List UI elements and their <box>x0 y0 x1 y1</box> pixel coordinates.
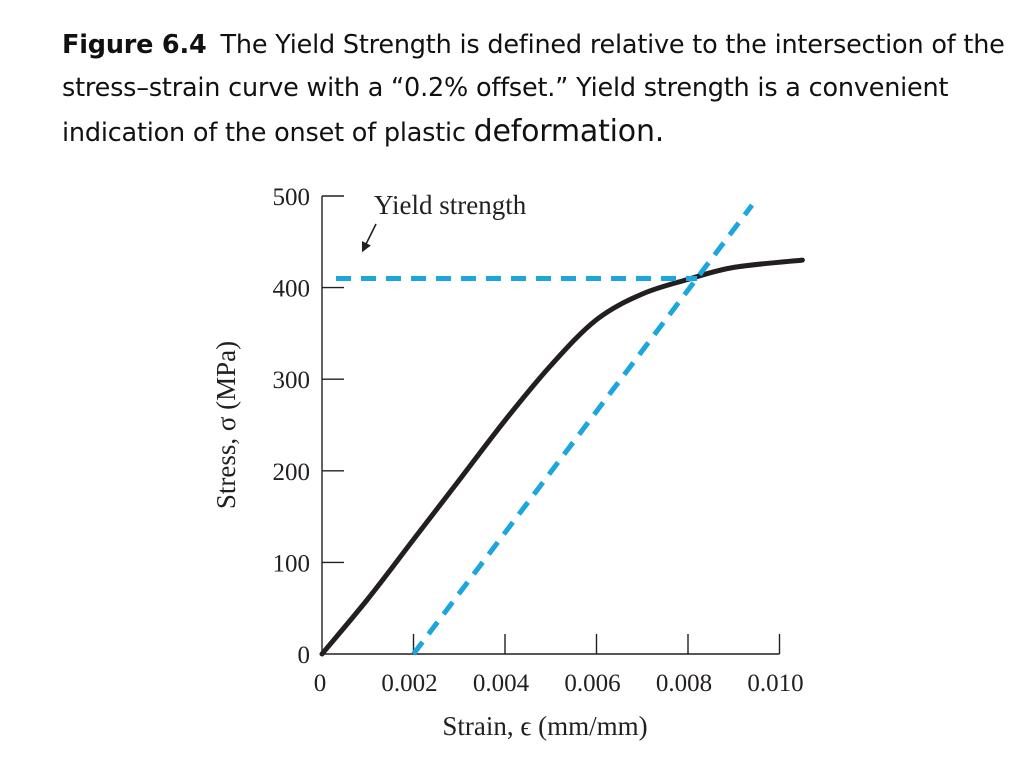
y-axis-label: Stress, σ (MPa) <box>211 341 241 509</box>
x-tick-label: 0 <box>314 670 327 697</box>
caption-emphasis-word: deformation. <box>473 114 665 149</box>
y-tick-label: 300 <box>273 367 311 394</box>
offset-line <box>411 203 755 656</box>
y-tick-label: 200 <box>273 459 311 486</box>
y-tick-label: 100 <box>273 550 311 577</box>
caption-text: The Yield Strength is defined relative t… <box>62 30 1005 148</box>
plot-area <box>319 203 805 657</box>
y-tick-label: 500 <box>273 184 311 211</box>
annotations: Yield strength <box>361 190 527 253</box>
stress-strain-curve <box>319 257 805 657</box>
x-tick-label: 0.010 <box>747 670 803 697</box>
y-tick-label: 400 <box>273 276 311 303</box>
annotation-arrow <box>361 223 377 253</box>
figure-label: Figure 6.4 <box>62 30 207 60</box>
x-tick-label: 0.006 <box>564 670 620 697</box>
x-axis-label: Strain, ϵ (mm/mm) <box>442 711 647 741</box>
figure-caption: Figure 6.4 The Yield Strength is defined … <box>62 24 1012 155</box>
x-tick-label: 0.002 <box>381 670 437 697</box>
yield-strength-annotation: Yield strength <box>374 190 527 220</box>
x-tick-label: 0.008 <box>656 670 712 697</box>
x-tick-label: 0.004 <box>473 670 530 697</box>
y-tick-label: 0 <box>298 642 311 669</box>
axes: 0 100 200 300 400 500 0 0.002 0.004 0.006 0.008 0.0… <box>211 184 804 741</box>
